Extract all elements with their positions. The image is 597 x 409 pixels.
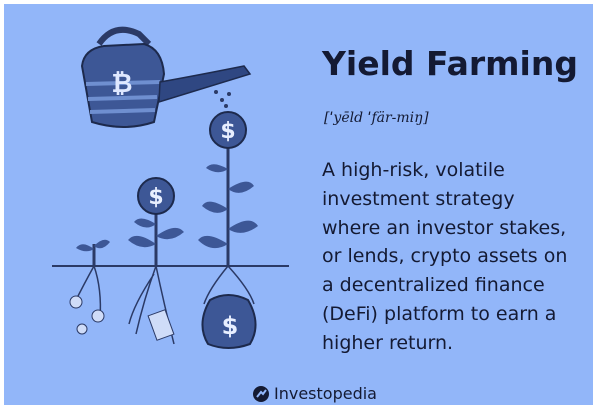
description-line: or lends, crypto assets on bbox=[322, 245, 568, 268]
svg-text:$: $ bbox=[148, 185, 163, 210]
brand-logo bbox=[253, 386, 269, 402]
pronunciation: [ˈyēld ˈfär-miŋ] bbox=[324, 110, 429, 126]
plant: $ bbox=[128, 177, 184, 345]
description: A high-risk, volatile investment strategy… bbox=[322, 156, 567, 358]
description-line: (DeFi) platform to earn a bbox=[322, 302, 557, 325]
infographic: ₿ $ $ $ bbox=[4, 4, 593, 405]
description-line: a decentralized finance bbox=[322, 274, 545, 297]
sprout bbox=[69, 239, 110, 335]
title: Yield Farming bbox=[322, 44, 578, 83]
description-line: investment strategy bbox=[322, 187, 515, 210]
svg-text:$: $ bbox=[220, 119, 235, 144]
description-line: where an investor stakes, bbox=[322, 216, 567, 239]
brand: Investopedia bbox=[274, 384, 377, 403]
description-line: higher return. bbox=[322, 331, 454, 354]
watering-can: ₿ bbox=[80, 26, 252, 128]
svg-text:$: $ bbox=[222, 312, 239, 340]
illustration: ₿ $ $ $ bbox=[52, 26, 289, 349]
plant: $ $ bbox=[198, 111, 258, 349]
description-line: A high-risk, volatile bbox=[322, 159, 505, 181]
svg-text:₿: ₿ bbox=[111, 69, 132, 99]
